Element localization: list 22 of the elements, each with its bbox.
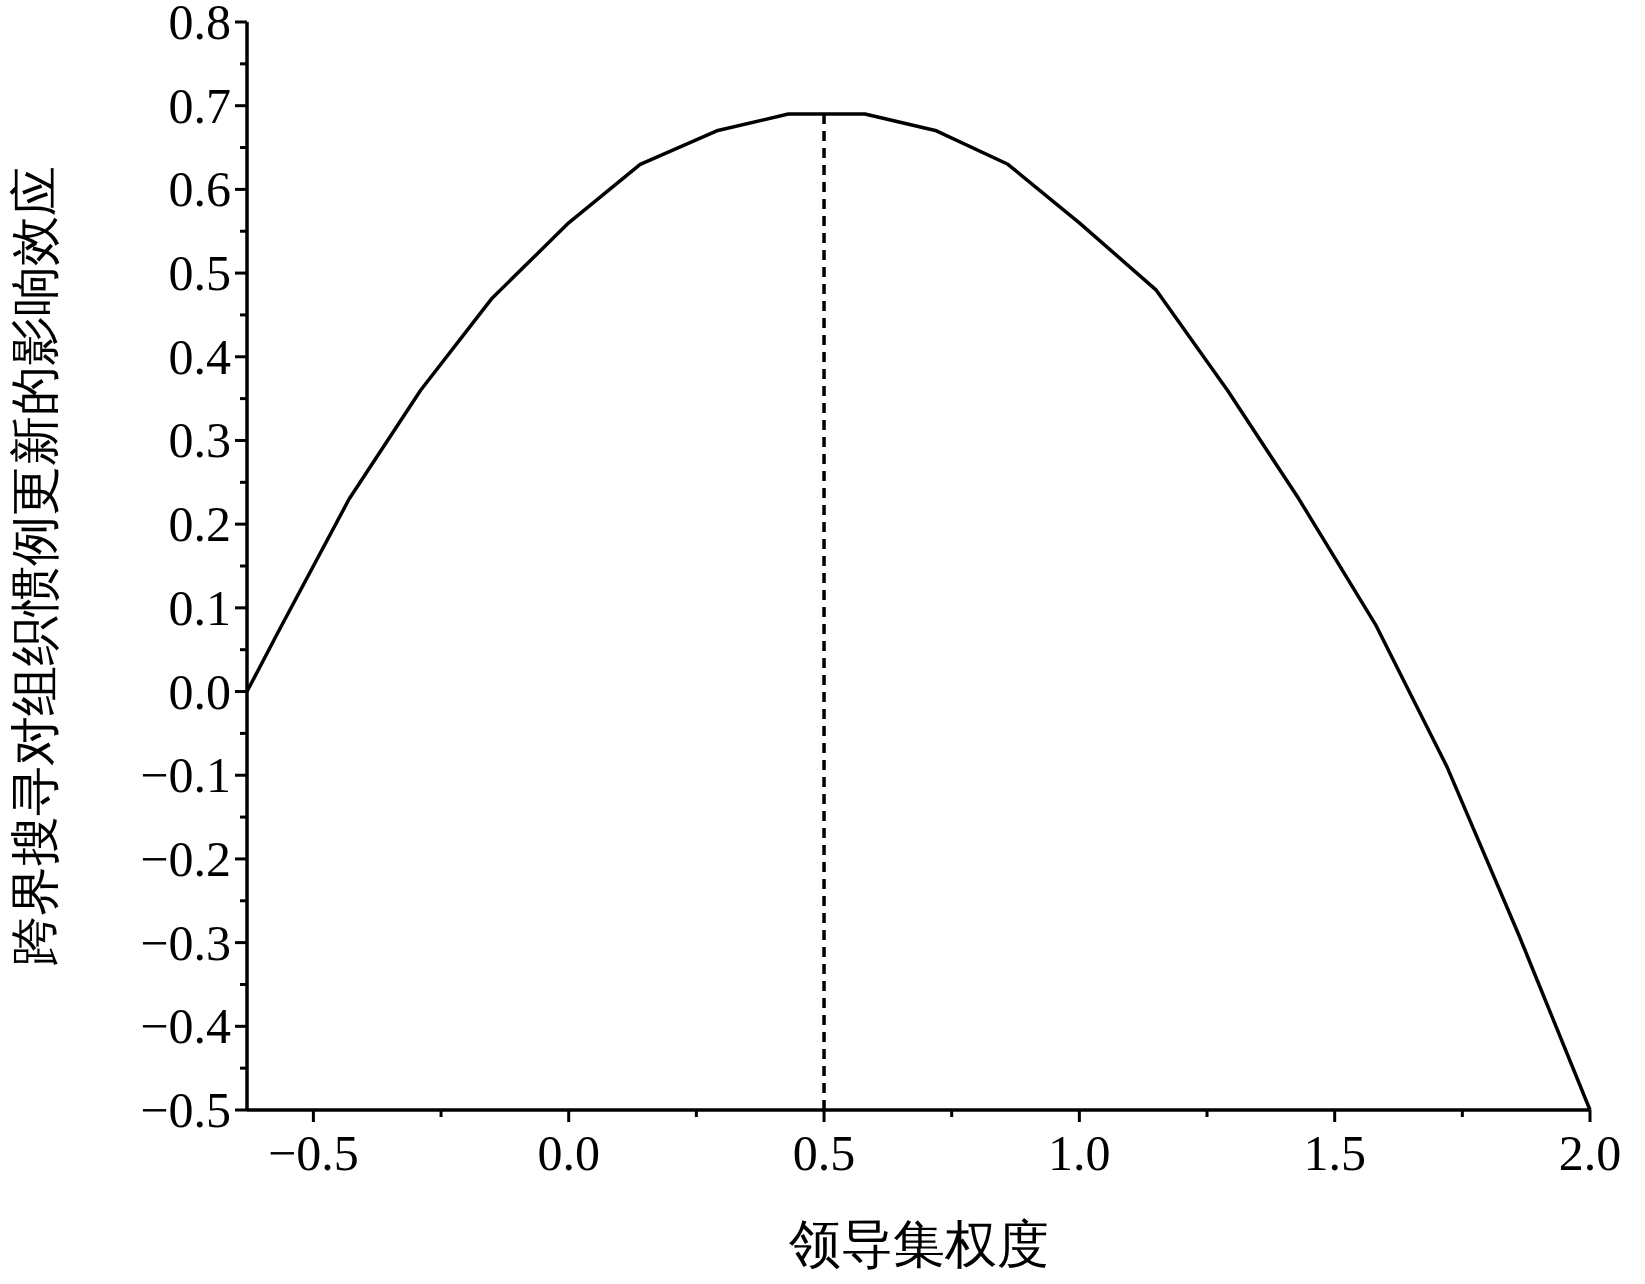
y-tick-label: −0.2 [140,830,231,887]
y-tick-label: −0.4 [140,998,231,1055]
x-tick-label: 1.5 [1303,1125,1366,1181]
y-tick-label: −0.1 [140,747,231,804]
x-tick-label: 0.0 [537,1125,600,1181]
x-tick-label: 0.5 [792,1125,856,1181]
y-tick-label: −0.3 [140,914,231,971]
y-tick-label: 0.2 [168,496,231,553]
x-axis-title: 领导集权度 [788,1216,1049,1273]
y-tick-label: 0.3 [168,412,231,469]
y-tick-label: 0.0 [168,663,231,720]
y-tick-label: −0.5 [140,1082,231,1138]
y-tick-label: 0.1 [168,579,231,636]
y-tick-label: 0.8 [168,0,231,50]
y-axis-title: 跨界搜寻对组织惯例更新的影响效应 [7,166,63,966]
y-tick-label: 0.5 [168,245,231,302]
x-tick-label: −0.5 [268,1125,359,1181]
y-tick-label: 0.7 [168,77,231,134]
x-tick-label: 1.0 [1048,1125,1111,1181]
y-tick-label: 0.6 [168,161,231,218]
x-tick-label: 2.0 [1558,1125,1622,1181]
y-tick-label: 0.4 [168,328,231,385]
